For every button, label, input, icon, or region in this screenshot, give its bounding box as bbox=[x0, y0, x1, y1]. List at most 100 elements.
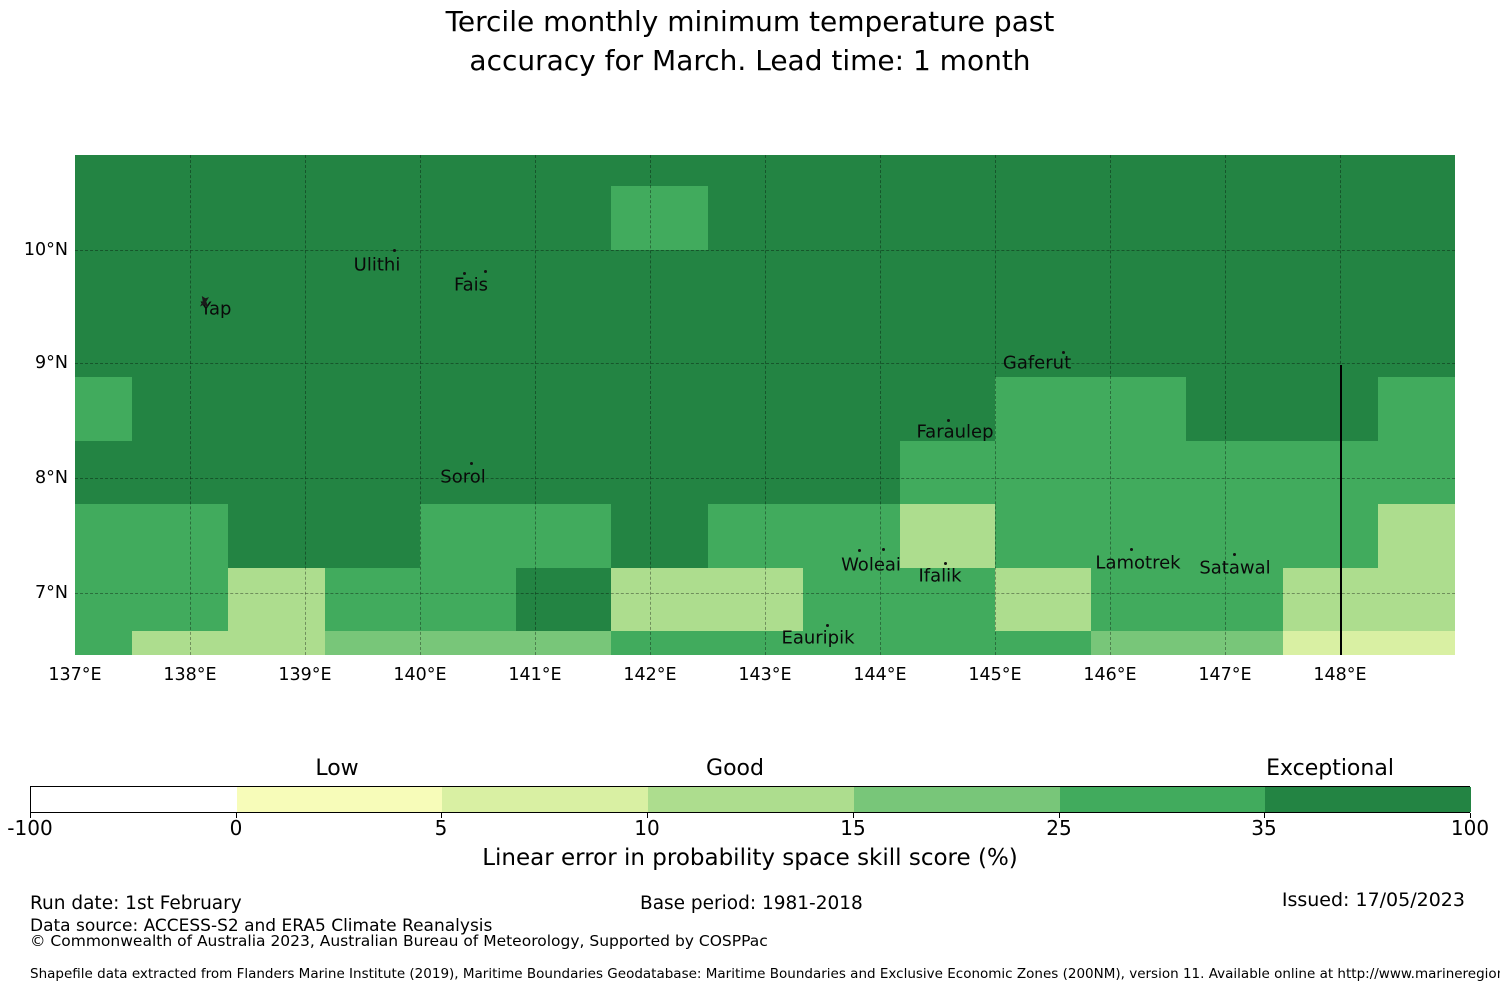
x-axis-tick-label: 138°E bbox=[163, 665, 217, 685]
y-axis-tick-label: 8°N bbox=[35, 468, 68, 488]
colorbar-tick-label: 35 bbox=[1251, 816, 1277, 840]
y-axis-tick-label: 10°N bbox=[23, 240, 68, 260]
x-axis-tick-label: 137°E bbox=[48, 665, 102, 685]
longitude-gridline bbox=[535, 155, 536, 655]
island-label: Gaferut bbox=[1002, 352, 1072, 374]
grid-cell bbox=[228, 504, 325, 568]
x-axis-tick-label: 140°E bbox=[393, 665, 447, 685]
grid-cell bbox=[995, 155, 1091, 186]
grid-cell bbox=[995, 250, 1091, 314]
grid-cell bbox=[1186, 441, 1283, 504]
grid-cell bbox=[803, 250, 900, 314]
y-axis-tick-label: 9°N bbox=[35, 353, 68, 373]
grid-cell bbox=[1378, 377, 1455, 441]
grid-cell bbox=[325, 155, 420, 186]
grid-cell bbox=[132, 314, 228, 377]
longitude-gridline bbox=[650, 155, 651, 655]
grid-cell bbox=[611, 377, 708, 441]
colorbar-segment bbox=[1060, 787, 1265, 812]
island-marker-dot bbox=[944, 562, 947, 565]
island-marker-dot bbox=[826, 624, 829, 627]
grid-cell bbox=[611, 186, 708, 250]
colorbar-tick-label: 25 bbox=[1046, 816, 1072, 840]
grid-cell bbox=[708, 568, 803, 631]
grid-cell bbox=[516, 504, 611, 568]
grid-cell bbox=[1186, 631, 1283, 655]
latitude-gridline bbox=[75, 363, 1455, 364]
longitude-gridline bbox=[1225, 155, 1226, 655]
grid-cell bbox=[1378, 250, 1455, 314]
grid-cell bbox=[1186, 314, 1283, 377]
grid-cell bbox=[228, 568, 325, 631]
grid-cell bbox=[1378, 314, 1455, 377]
grid-cell bbox=[420, 314, 516, 377]
x-axis-tick-label: 139°E bbox=[278, 665, 332, 685]
grid-cell bbox=[1091, 155, 1186, 186]
grid-cell bbox=[516, 568, 611, 631]
grid-cell bbox=[75, 631, 132, 655]
island-marker-dot bbox=[947, 419, 950, 422]
grid-cell bbox=[516, 631, 611, 655]
grid-cell bbox=[228, 377, 325, 441]
grid-cell bbox=[900, 441, 995, 504]
grid-cell bbox=[516, 250, 611, 314]
grid-cell bbox=[325, 314, 420, 377]
colorbar-segment bbox=[442, 787, 648, 812]
island-label: Yap bbox=[200, 298, 232, 320]
colorbar-tick-mark bbox=[1059, 813, 1060, 818]
colorbar-tick-label: 10 bbox=[634, 816, 660, 840]
grid-cell bbox=[1091, 250, 1186, 314]
grid-cell bbox=[132, 504, 228, 568]
grid-cell bbox=[516, 186, 611, 250]
grid-cell bbox=[803, 504, 900, 568]
y-axis-tick-label: 7°N bbox=[35, 583, 68, 603]
colorbar-tick-mark bbox=[647, 813, 648, 818]
colorbar-tick-mark bbox=[1470, 813, 1471, 818]
shapefile-note-text: Shapefile data extracted from Flanders M… bbox=[30, 966, 1500, 982]
grid-cell bbox=[611, 568, 708, 631]
longitude-gridline bbox=[190, 155, 191, 655]
colorbar-segment bbox=[854, 787, 1060, 812]
colorbar-tick-mark bbox=[1264, 813, 1265, 818]
island-marker-dot bbox=[858, 549, 861, 552]
grid-cell bbox=[900, 314, 995, 377]
island-marker-dot bbox=[1233, 553, 1236, 556]
grid-cell bbox=[1283, 377, 1378, 441]
grid-cell bbox=[1378, 631, 1455, 655]
grid-cell bbox=[995, 631, 1091, 655]
grid-cell bbox=[228, 631, 325, 655]
island-marker-dot bbox=[484, 270, 487, 273]
grid-cell bbox=[516, 441, 611, 504]
colorbar-segment bbox=[31, 787, 237, 812]
grid-cell bbox=[803, 441, 900, 504]
grid-cell bbox=[75, 377, 132, 441]
grid-cell bbox=[1378, 504, 1455, 568]
grid-cell bbox=[75, 186, 132, 250]
colorbar-category-label: Exceptional bbox=[1266, 756, 1394, 781]
grid-cell bbox=[1186, 568, 1283, 631]
grid-cell bbox=[708, 155, 803, 186]
island-marker-dot bbox=[1062, 351, 1065, 354]
grid-cell bbox=[995, 377, 1091, 441]
grid-cell bbox=[611, 631, 708, 655]
grid-cell bbox=[1283, 250, 1378, 314]
grid-cell bbox=[900, 186, 995, 250]
grid-cell bbox=[1091, 441, 1186, 504]
grid-cell bbox=[132, 250, 228, 314]
grid-cell bbox=[1283, 441, 1378, 504]
grid-cell bbox=[708, 504, 803, 568]
run-date-text: Run date: 1st February bbox=[30, 893, 242, 914]
grid-cell bbox=[1091, 631, 1186, 655]
grid-cell bbox=[611, 155, 708, 186]
grid-cell bbox=[708, 314, 803, 377]
grid-cell bbox=[228, 155, 325, 186]
grid-cell bbox=[75, 250, 132, 314]
grid-cell bbox=[1283, 504, 1378, 568]
grid-cell bbox=[420, 250, 516, 314]
colorbar-tick-mark bbox=[30, 813, 31, 818]
grid-cell bbox=[803, 186, 900, 250]
x-axis-tick-label: 143°E bbox=[738, 665, 792, 685]
grid-cell bbox=[420, 441, 516, 504]
page-title: Tercile monthly minimum temperature past… bbox=[0, 2, 1500, 80]
grid-cell bbox=[611, 250, 708, 314]
